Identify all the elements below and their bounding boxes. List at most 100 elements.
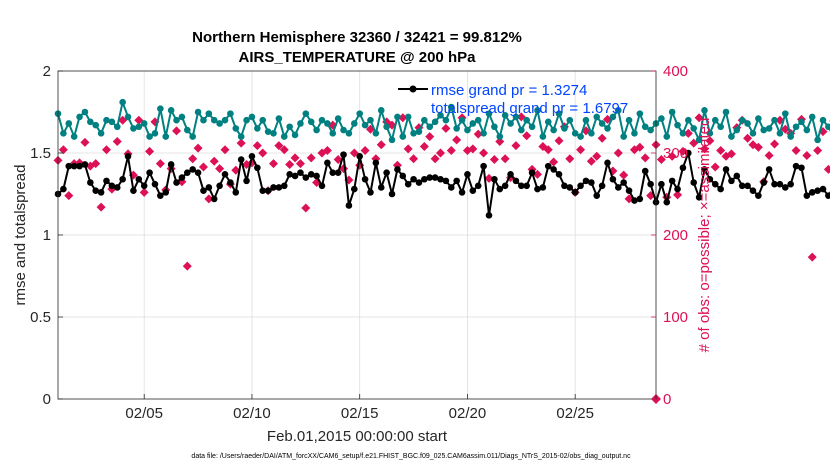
rmse-point <box>437 175 444 183</box>
rmse-point <box>264 187 272 195</box>
rmse-point <box>130 187 137 195</box>
rmse-point <box>81 161 89 168</box>
rmse-point <box>701 166 708 173</box>
totalspread-point <box>733 126 741 134</box>
totalspread-point <box>87 118 94 126</box>
obs-possible-point <box>290 153 300 163</box>
totalspread-point <box>437 111 444 119</box>
totalspread-point <box>480 130 487 137</box>
obs-possible-point <box>554 136 564 146</box>
totalspread-point <box>631 130 638 137</box>
totalspread-point <box>781 110 789 117</box>
rmse-point <box>507 171 514 178</box>
totalspread-point <box>760 126 768 134</box>
totalspread-point <box>210 116 218 124</box>
totalspread-point <box>302 110 310 117</box>
totalspread-point <box>588 130 595 137</box>
rmse-point <box>496 185 504 193</box>
rmse-point <box>765 166 773 173</box>
totalspread-point <box>232 125 240 132</box>
rmse-point <box>674 185 681 193</box>
obs-possible-point <box>419 141 429 151</box>
rmse-point <box>792 162 800 170</box>
totalspread-point <box>523 116 531 124</box>
totalspread-point <box>507 120 514 127</box>
totalspread-point <box>814 136 821 144</box>
totalspread-point <box>124 113 132 121</box>
obs-possible-point <box>430 154 440 164</box>
totalspread-point <box>377 107 385 114</box>
rmse-point <box>108 182 116 190</box>
rmse-point <box>760 179 768 186</box>
legend: rmse grand pr = 1.3274 totalspread grand… <box>398 82 628 117</box>
rmse-point <box>167 161 175 168</box>
obs-possible-point <box>710 162 720 172</box>
rmse-point <box>221 171 229 178</box>
obs-possible-point <box>268 159 278 169</box>
rmse-point <box>566 184 574 191</box>
x-tick-label: 02/15 <box>341 405 379 422</box>
totalspread-point <box>749 130 757 137</box>
rmse-point <box>690 179 698 186</box>
rmse-point <box>307 171 315 178</box>
totalspread-point <box>679 130 687 137</box>
obs-possible-point <box>592 151 602 161</box>
totalspread-point <box>264 128 272 135</box>
rmse-point <box>415 179 423 186</box>
rmse-point <box>329 169 337 176</box>
rmse-point <box>297 169 304 176</box>
totalspread-point <box>819 116 827 124</box>
rmse-point <box>151 180 159 188</box>
totalspread-point <box>604 125 611 132</box>
x-tick-label: 02/05 <box>125 405 163 422</box>
rmse-point <box>474 182 482 190</box>
y-left-tick-label: 1.5 <box>30 145 51 162</box>
totalspread-point <box>399 133 407 140</box>
obs-possible-point <box>91 159 101 169</box>
footnote: data file: /Users/raeder/DAI/ATM_forcXX/… <box>191 453 631 460</box>
rmse-point <box>523 182 531 190</box>
totalspread-point <box>518 126 525 134</box>
rmse-point <box>340 151 347 158</box>
rmse-point <box>550 166 557 173</box>
totalspread-point <box>528 123 536 131</box>
rmse-point <box>372 159 380 167</box>
obs-possible-point <box>306 153 316 163</box>
totalspread-point <box>738 116 746 124</box>
rmse-point <box>243 177 250 185</box>
rmse-point <box>313 172 320 180</box>
rmse-point <box>367 189 374 196</box>
totalspread-point <box>609 113 617 121</box>
totalspread-point <box>404 113 412 121</box>
totalspread-point <box>614 107 622 114</box>
rmse-point <box>124 152 132 160</box>
obs-possible-point <box>295 159 305 169</box>
totalspread-point <box>501 111 509 119</box>
y-left-tick-label: 0 <box>43 391 51 408</box>
rmse-point <box>588 179 595 186</box>
rmse-point <box>636 195 644 203</box>
totalspread-point <box>641 123 649 131</box>
obs-possible-point <box>813 146 823 156</box>
totalspread-point <box>469 120 477 127</box>
totalspread-point <box>60 130 67 137</box>
rmse-point <box>776 180 784 188</box>
rmse-point <box>755 192 762 199</box>
rmse-point <box>291 172 299 180</box>
totalspread-point <box>227 110 234 117</box>
totalspread-point <box>701 107 708 114</box>
rmse-point <box>464 171 471 178</box>
obs-possible-point <box>640 153 650 163</box>
rmse-point <box>593 192 601 199</box>
rmse-point <box>485 212 493 219</box>
obs-possible-point <box>716 146 726 156</box>
totalspread-point <box>248 113 256 121</box>
rmse-point <box>744 182 751 190</box>
totalspread-point <box>808 113 816 121</box>
obs-possible-point <box>613 148 623 158</box>
rmse-point <box>410 175 417 183</box>
rmse-point <box>345 202 353 209</box>
totalspread-point <box>388 136 396 144</box>
totalspread-point <box>442 116 450 124</box>
